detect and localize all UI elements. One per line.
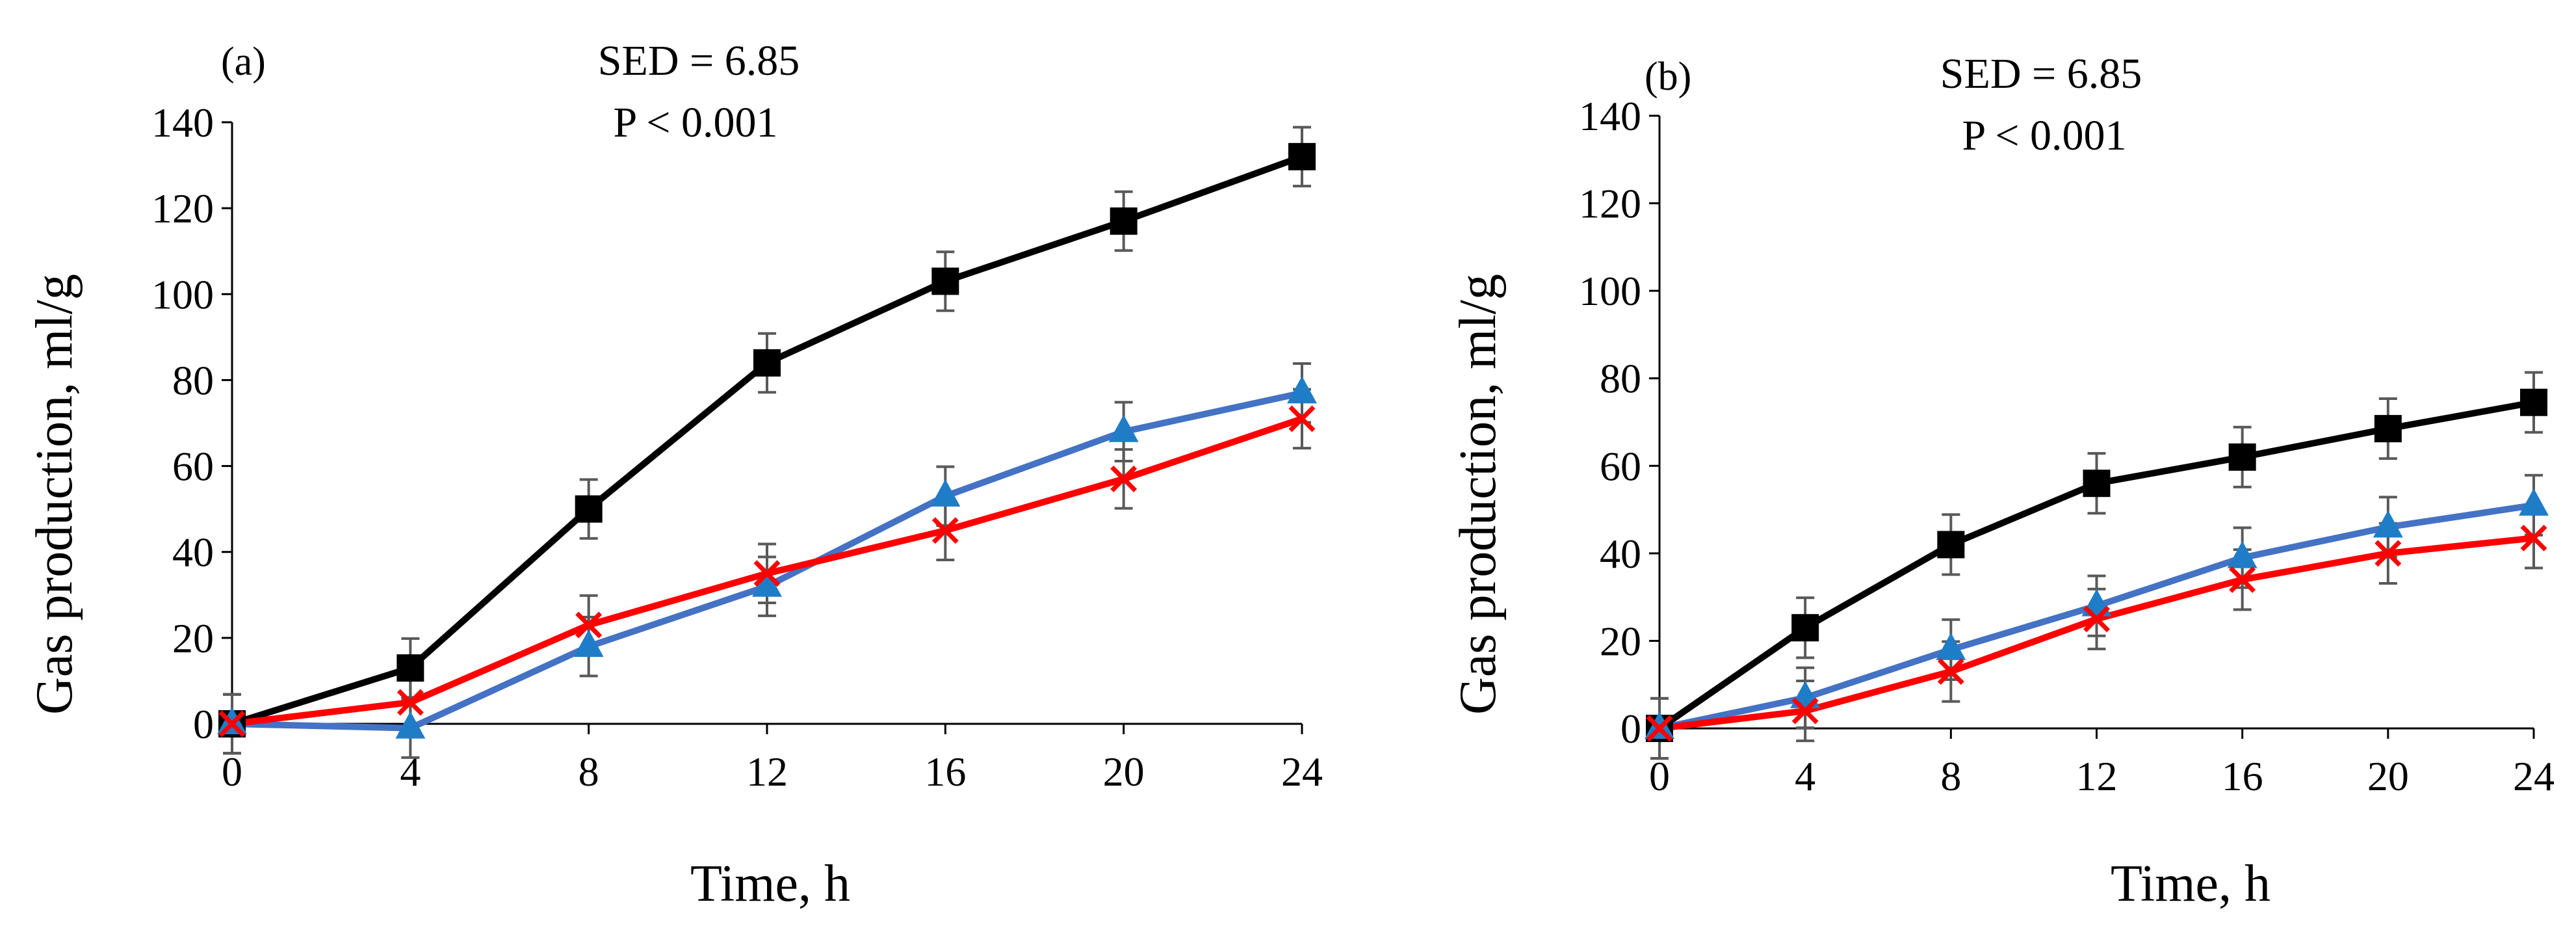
y-tick-label: 140	[151, 100, 214, 146]
data-point-x-stroke	[753, 560, 781, 587]
data-point-x	[931, 517, 959, 544]
data-point-triangle	[395, 711, 426, 739]
y-tick-label: 80	[1600, 356, 1641, 402]
data-point-x	[1288, 405, 1316, 432]
data-point-triangle	[1645, 711, 1674, 739]
y-axis-title: Gas production, ml/g	[26, 274, 83, 715]
series-markers	[1645, 388, 2549, 742]
data-point-triangle	[752, 569, 782, 597]
data-point-x-stroke	[1791, 697, 1819, 724]
y-tick-label: 40	[172, 529, 214, 576]
data-point-x	[575, 611, 603, 639]
y-tick-label: 100	[151, 271, 214, 317]
annotation-p-value: P < 0.001	[614, 99, 778, 146]
x-tick-label: 24	[2513, 753, 2555, 799]
data-point-x-stroke	[1110, 465, 1138, 492]
data-point-square	[2520, 388, 2547, 416]
data-point-square	[931, 267, 959, 295]
data-point-x-stroke	[1937, 658, 1964, 685]
x-axis-title: Time, h	[690, 855, 850, 912]
annotation-sed: SED = 6.85	[598, 37, 800, 85]
y-tick-label: 80	[172, 357, 214, 403]
data-point-x	[2374, 540, 2402, 567]
data-point-square	[1288, 142, 1316, 170]
x-tick-label: 16	[924, 749, 966, 795]
x-tick-label: 20	[2367, 753, 2409, 799]
data-point-x-stroke	[218, 710, 246, 737]
x-tick-label: 0	[222, 749, 242, 795]
y-tick-label: 20	[172, 615, 214, 661]
chart-panel-a: (a) SED = 6.85 P < 0.001 Time, h Gas pro…	[26, 37, 1323, 912]
y-tick-label: 0	[193, 701, 214, 747]
data-point-x-stroke	[2520, 524, 2547, 551]
data-point-x-stroke	[931, 517, 959, 544]
data-point-x	[753, 560, 781, 587]
panel-label: (a)	[221, 40, 266, 84]
data-point-triangle	[1287, 376, 1317, 404]
data-point-x	[397, 689, 424, 716]
data-point-square	[397, 654, 424, 682]
series-markers	[217, 142, 1317, 739]
y-tick-label: 120	[1579, 181, 1641, 227]
x-axis-title: Time, h	[2111, 855, 2270, 912]
x-tick-label: 4	[1795, 753, 1815, 799]
annotation-sed: SED = 6.85	[1940, 50, 2142, 98]
data-point-x-stroke	[397, 689, 424, 716]
data-point-x-stroke	[2374, 540, 2402, 567]
axes: 0 20 40 60 80 100 120 140 0 4 8 12 16 20 24	[1579, 93, 2555, 799]
x-tick-label: 12	[746, 749, 788, 795]
data-point-triangle	[1108, 414, 1139, 442]
x-tick-label: 12	[2076, 753, 2118, 799]
y-tick-label: 0	[1620, 706, 1641, 752]
data-point-x-stroke	[575, 611, 603, 639]
data-point-x	[1791, 697, 1819, 724]
annotation-p-value: P < 0.001	[1962, 112, 2127, 159]
y-tick-label: 140	[1579, 93, 1641, 139]
data-point-x	[2229, 566, 2256, 593]
data-point-x	[1646, 715, 1673, 742]
data-point-square	[1791, 614, 1819, 642]
data-point-x	[218, 710, 246, 737]
data-point-x-stroke	[1288, 405, 1316, 432]
data-point-x-stroke	[1646, 715, 1673, 742]
data-point-triangle	[930, 479, 961, 507]
y-tick-label: 60	[1600, 443, 1641, 489]
data-point-triangle	[2227, 540, 2257, 568]
y-tick-label: 20	[1600, 618, 1641, 664]
y-tick-label: 40	[1600, 531, 1641, 577]
y-tick-label: 60	[172, 444, 214, 490]
panel-label: (b)	[1645, 55, 1691, 99]
y-tick-label: 120	[151, 185, 214, 232]
chart-panel-b: (b) SED = 6.85 P < 0.001 Time, h Gas pro…	[1450, 50, 2555, 912]
x-tick-label: 8	[579, 749, 599, 795]
data-point-triangle	[217, 707, 247, 734]
data-point-square	[2374, 415, 2402, 443]
data-point-triangle	[573, 630, 604, 658]
data-point-x	[1937, 658, 1964, 685]
x-tick-label: 16	[2222, 753, 2263, 799]
data-point-triangle	[1936, 632, 1966, 660]
data-point-x	[1110, 465, 1138, 492]
y-axis-title: Gas production, ml/g	[1450, 274, 1507, 715]
x-tick-label: 8	[1940, 753, 1961, 799]
data-point-triangle	[2519, 488, 2549, 516]
y-tick-label: 100	[1579, 268, 1641, 314]
data-point-square	[1110, 207, 1138, 235]
data-point-x	[2083, 605, 2110, 633]
data-point-square	[1937, 531, 1965, 559]
data-point-triangle	[2373, 510, 2403, 538]
data-point-square	[753, 349, 781, 377]
data-point-square	[2228, 443, 2256, 471]
data-point-x-stroke	[2083, 605, 2110, 633]
x-tick-label: 0	[1649, 753, 1670, 799]
data-point-square	[575, 495, 603, 523]
data-point-x-stroke	[2229, 566, 2256, 593]
data-point-x	[2520, 524, 2547, 551]
x-tick-label: 20	[1103, 749, 1145, 795]
x-tick-label: 24	[1281, 749, 1323, 795]
data-point-square	[2083, 470, 2111, 498]
